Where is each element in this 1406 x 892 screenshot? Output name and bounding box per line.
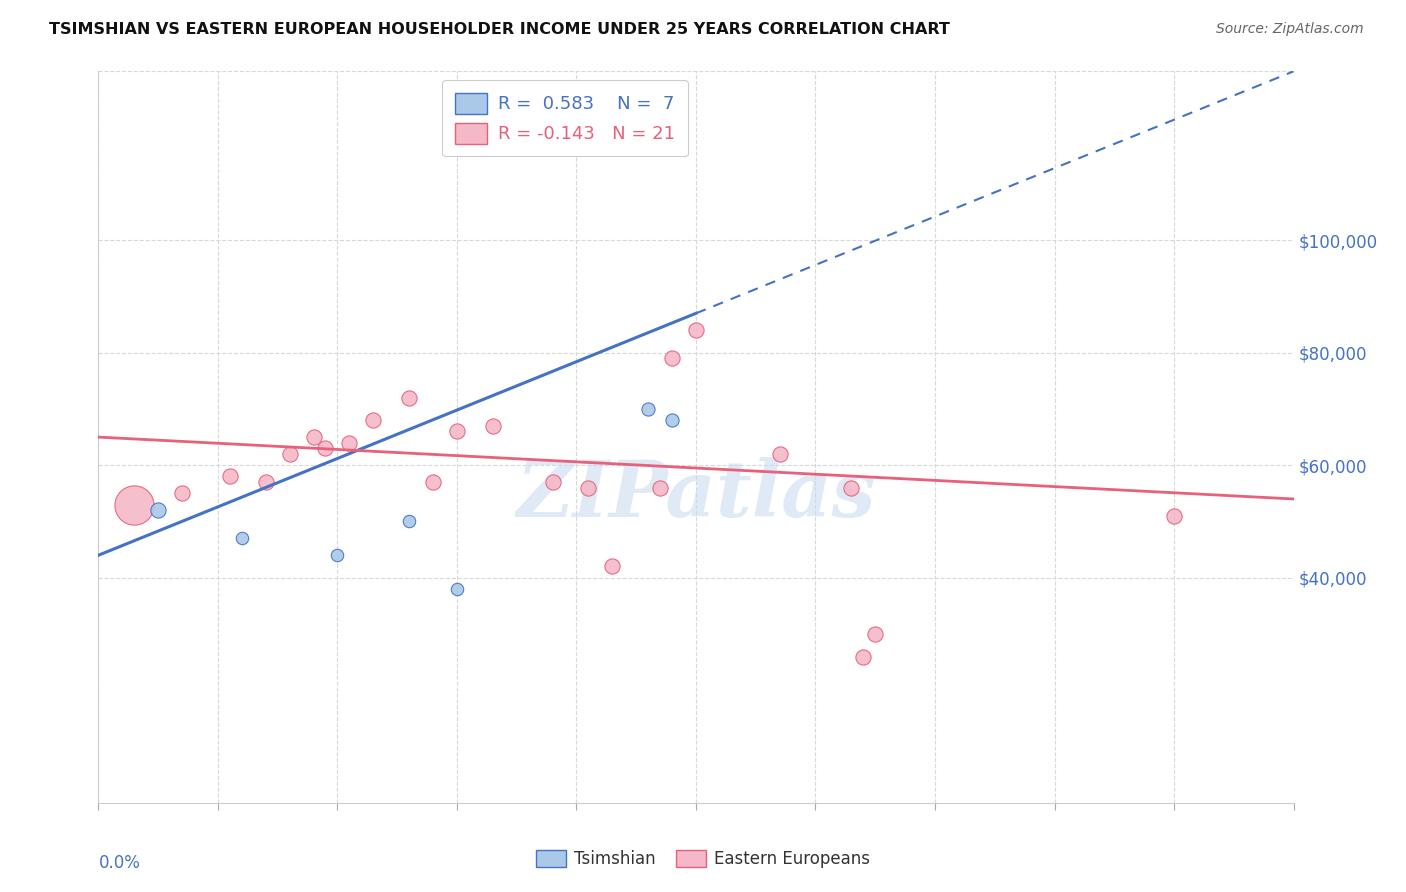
Point [219,469,242,483]
Point [852,649,875,664]
Point [661,351,683,366]
Point [661,413,683,427]
Point [172,486,194,500]
Point [422,475,444,489]
Legend: R =  0.583    N =  7, R = -0.143   N = 21: R = 0.583 N = 7, R = -0.143 N = 21 [441,80,688,156]
Point [254,475,277,489]
Point [1163,508,1185,523]
Point [148,503,170,517]
Point [124,498,146,512]
Point [363,413,385,427]
Text: 0.0%: 0.0% [98,854,141,872]
Point [650,481,672,495]
Point [602,559,624,574]
Point [231,532,253,546]
Point [446,425,468,439]
Point [769,447,792,461]
Point [398,515,420,529]
Point [578,481,600,495]
Text: TSIMSHIAN VS EASTERN EUROPEAN HOUSEHOLDER INCOME UNDER 25 YEARS CORRELATION CHAR: TSIMSHIAN VS EASTERN EUROPEAN HOUSEHOLDE… [49,22,950,37]
Point [315,442,337,456]
Legend: Tsimshian, Eastern Europeans: Tsimshian, Eastern Europeans [529,843,877,875]
Point [278,447,301,461]
Point [685,323,707,337]
Point [302,430,325,444]
Point [326,548,349,562]
Point [446,582,468,596]
Point [841,481,863,495]
Text: Source: ZipAtlas.com: Source: ZipAtlas.com [1216,22,1364,37]
Point [637,401,659,416]
Point [541,475,564,489]
Point [482,418,505,433]
Point [398,391,420,405]
Point [339,435,361,450]
Text: ZIPatlas: ZIPatlas [516,458,876,533]
Point [865,627,887,641]
